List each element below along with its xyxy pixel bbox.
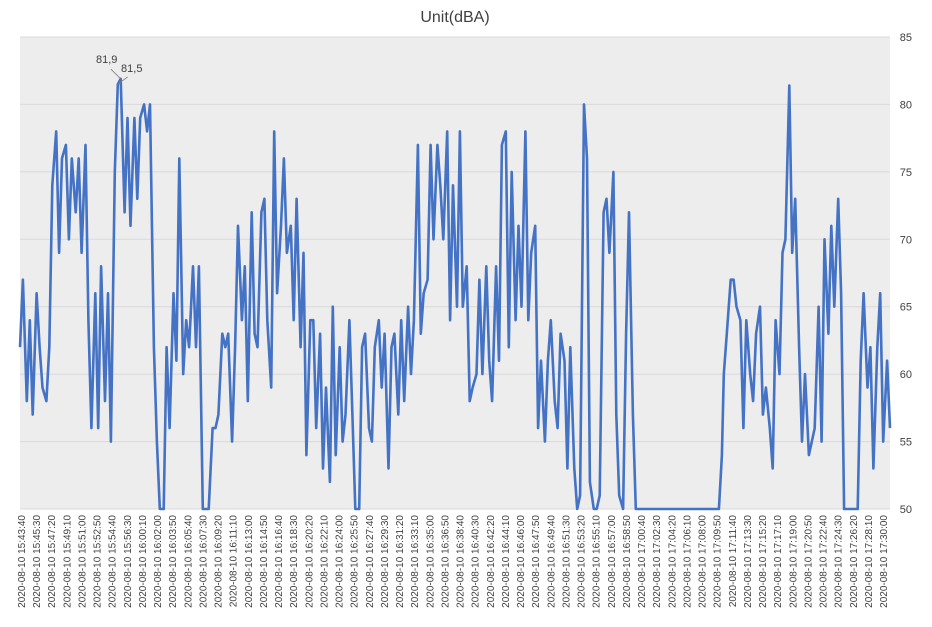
x-tick-label: 2020-08-10 16:09:20: [214, 515, 225, 608]
x-tick-label: 2020-08-10 16:57:00: [607, 515, 618, 608]
x-tick-label: 2020-08-10 16:44:10: [501, 515, 512, 608]
x-tick-label: 2020-08-10 17:30:00: [879, 515, 890, 608]
x-tick-label: 2020-08-10 16:35:00: [425, 515, 436, 608]
x-tick-label: 2020-08-10 16:46:00: [516, 515, 527, 608]
x-tick-label: 2020-08-10 16:07:30: [198, 515, 209, 608]
x-tick-label: 2020-08-10 16:58:50: [622, 515, 633, 608]
y-tick-label: 70: [900, 234, 912, 246]
x-tick-label: 2020-08-10 16:02:00: [153, 515, 164, 608]
data-label-leader: [110, 68, 121, 80]
data-labels: 81,981,581,4: [96, 54, 142, 85]
x-tick-label: 2020-08-10 15:52:50: [93, 515, 104, 608]
x-tick-label: 2020-08-10 17:19:00: [788, 515, 799, 608]
x-tick-label: 2020-08-10 17:24:30: [834, 515, 845, 608]
x-tick-label: 2020-08-10 17:15:20: [758, 515, 769, 608]
x-tick-label: 2020-08-10 17:06:10: [682, 515, 693, 608]
x-tick-label: 2020-08-10 16:03:50: [168, 515, 179, 608]
x-axis: 2020-08-10 15:43:40 2020-08-10 15:45:30 20…: [17, 515, 890, 608]
x-tick-label: 2020-08-10 16:20:20: [304, 515, 315, 608]
x-tick-label: 2020-08-10 16:33:10: [410, 515, 421, 608]
x-tick-label: 2020-08-10 17:02:30: [652, 515, 663, 608]
x-tick-label: 2020-08-10 16:00:10: [138, 515, 149, 608]
y-tick-label: 75: [900, 167, 912, 179]
x-tick-label: 2020-08-10 15:51:00: [77, 515, 88, 608]
x-tick-label: 2020-08-10 16:22:10: [319, 515, 330, 608]
y-tick-label: 65: [900, 302, 912, 314]
y-axis: 50 55 60 65 70 75 80 85: [900, 32, 912, 516]
x-tick-label: 2020-08-10 17:22:40: [819, 515, 830, 608]
x-tick-label: 2020-08-10 16:16:40: [274, 515, 285, 608]
x-tick-label: 2020-08-10 17:17:10: [773, 515, 784, 608]
x-tick-label: 2020-08-10 16:27:40: [365, 515, 376, 608]
x-tick-label: 2020-08-10 16:42:20: [486, 515, 497, 608]
x-tick-label: 2020-08-10 15:56:30: [123, 515, 134, 608]
chart-title: Unit(dBA): [420, 9, 489, 26]
x-tick-label: 2020-08-10 17:13:30: [743, 515, 754, 608]
x-tick-label: 2020-08-10 16:47:50: [531, 515, 542, 608]
x-tick-label: 2020-08-10 16:51:30: [561, 515, 572, 608]
data-label: 81,5: [121, 63, 142, 75]
x-tick-label: 2020-08-10 17:20:50: [803, 515, 814, 608]
x-tick-label: 2020-08-10 16:49:40: [546, 515, 557, 608]
series-line: [18, 77, 892, 511]
x-tick-label: 2020-08-10 17:26:20: [849, 515, 860, 608]
x-tick-label: 2020-08-10 16:13:00: [244, 515, 255, 608]
x-tick-label: 2020-08-10 17:08:00: [698, 515, 709, 608]
y-tick-label: 80: [900, 99, 912, 111]
data-label: 81,9: [96, 54, 117, 66]
x-tick-label: 2020-08-10 15:43:40: [17, 515, 28, 608]
x-tick-label: 2020-08-10 17:09:50: [713, 515, 724, 608]
x-tick-label: 2020-08-10 16:25:50: [350, 515, 361, 608]
y-tick-label: 50: [900, 504, 912, 516]
y-tick-label: 55: [900, 437, 912, 449]
x-tick-label: 2020-08-10 16:38:40: [456, 515, 467, 608]
y-tick-label: 85: [900, 32, 912, 44]
x-tick-label: 2020-08-10 16:55:10: [592, 515, 603, 608]
x-tick-label: 2020-08-10 15:54:40: [108, 515, 119, 608]
x-tick-label: 2020-08-10 17:00:40: [637, 515, 648, 608]
x-tick-label: 2020-08-10 16:31:20: [395, 515, 406, 608]
x-tick-label: 2020-08-10 15:47:20: [47, 515, 58, 608]
x-tick-label: 2020-08-10 17:28:10: [864, 515, 875, 608]
x-tick-label: 2020-08-10 16:24:00: [335, 515, 346, 608]
data-label-leader: [117, 76, 128, 85]
x-tick-label: 2020-08-10 17:11:40: [728, 515, 739, 608]
y-tick-label: 60: [900, 369, 912, 381]
x-tick-label: 2020-08-10 16:53:20: [577, 515, 588, 608]
x-tick-label: 2020-08-10 16:05:40: [183, 515, 194, 608]
x-tick-label: 2020-08-10 16:40:30: [471, 515, 482, 608]
x-tick-label: 2020-08-10 16:29:30: [380, 515, 391, 608]
x-tick-label: 2020-08-10 16:11:10: [229, 515, 240, 608]
x-tick-label: 2020-08-10 15:45:30: [32, 515, 43, 608]
x-tick-label: 2020-08-10 16:36:50: [440, 515, 451, 608]
x-tick-label: 2020-08-10 17:04:20: [667, 515, 678, 608]
x-tick-label: 2020-08-10 16:18:30: [289, 515, 300, 608]
x-tick-label: 2020-08-10 15:49:10: [62, 515, 73, 608]
x-tick-label: 2020-08-10 16:14:50: [259, 515, 270, 608]
